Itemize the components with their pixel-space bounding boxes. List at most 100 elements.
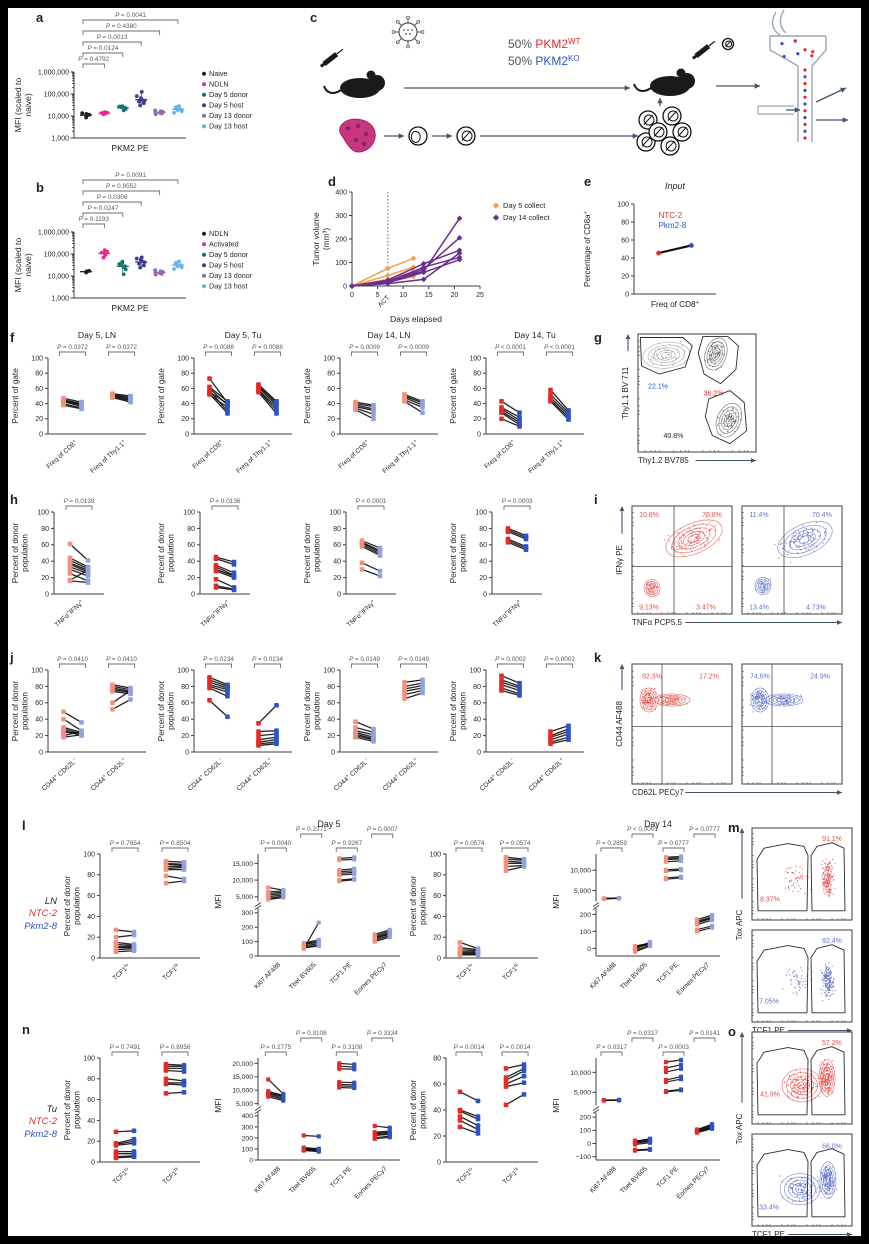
- svg-text:NDLN: NDLN: [209, 80, 229, 89]
- data-point: [506, 540, 511, 545]
- legend-swatch: [202, 274, 206, 278]
- panel-i: i 10.6%76.8%9.13%3.47%11.4%70.4%13.4%4.7…: [592, 490, 844, 648]
- data-point: [352, 1086, 356, 1090]
- svg-text:0: 0: [91, 1159, 95, 1166]
- svg-text:33.4%: 33.4%: [759, 1204, 779, 1211]
- svg-text:92.4%: 92.4%: [822, 938, 842, 945]
- pair-line: [666, 869, 681, 870]
- data-point: [476, 1117, 481, 1122]
- data-point: [128, 400, 133, 405]
- svg-text:20: 20: [327, 733, 335, 740]
- svg-text:MFI (scaled to: MFI (scaled to: [13, 238, 23, 293]
- svg-text:20: 20: [187, 575, 195, 582]
- svg-text:population: population: [313, 692, 322, 730]
- p-value: P = 0.0007: [367, 826, 398, 833]
- svg-text:CD44+ CD62L−: CD44+ CD62L−: [332, 757, 370, 793]
- data-point: [256, 743, 261, 748]
- svg-text:20: 20: [451, 292, 459, 299]
- svg-text:25: 25: [476, 292, 484, 299]
- data-point: [123, 264, 127, 268]
- data-point: [86, 558, 91, 563]
- data-point: [79, 407, 84, 412]
- svg-text:17.2%: 17.2%: [699, 673, 719, 680]
- svg-text:NDLN: NDLN: [209, 229, 229, 238]
- svg-text:TCF1hi: TCF1hi: [161, 1166, 182, 1186]
- p-value: P = 0.0041: [115, 12, 146, 19]
- pair-line: [116, 949, 134, 950]
- pair-line: [635, 1150, 650, 1151]
- data-point: [458, 1118, 463, 1123]
- data-point: [679, 1077, 683, 1081]
- data-point: [86, 580, 91, 585]
- pkm28-label: Pkm2-8: [8, 1129, 57, 1141]
- p-value: P = 0.0013: [97, 34, 128, 41]
- svg-text:80: 80: [327, 371, 335, 378]
- svg-text:TCF1hi: TCF1hi: [501, 962, 522, 982]
- svg-text:40: 40: [181, 401, 189, 408]
- pair-line: [339, 857, 354, 858]
- p-value: P = 0.0040: [260, 840, 291, 847]
- svg-text:0: 0: [477, 749, 481, 756]
- data-point: [402, 692, 407, 697]
- data-point: [317, 921, 321, 925]
- svg-text:1,000,000: 1,000,000: [38, 229, 69, 236]
- svg-text:0: 0: [39, 749, 43, 756]
- pair-line: [166, 1092, 184, 1093]
- svg-text:naive): naive): [23, 253, 33, 277]
- flow-cytometer-icon: [758, 10, 826, 142]
- data-point: [256, 390, 261, 395]
- pair-line: [666, 1065, 681, 1068]
- pvalue-bracket: [401, 352, 427, 356]
- data-point: [524, 547, 529, 552]
- data-point: [337, 1085, 341, 1089]
- pvalue-bracket: [255, 352, 281, 356]
- data-point: [517, 424, 522, 429]
- svg-text:15: 15: [425, 292, 433, 299]
- data-point: [710, 916, 714, 920]
- svg-text:Freq of CD8+: Freq of CD8+: [483, 439, 517, 471]
- svg-text:0: 0: [350, 292, 354, 299]
- data-point: [337, 879, 341, 883]
- legend-swatch: [202, 284, 206, 288]
- data-point: [164, 1082, 169, 1087]
- data-point: [420, 410, 425, 415]
- svg-text:Percent of donor: Percent of donor: [409, 1079, 418, 1140]
- pvalue-bracket: [83, 64, 104, 68]
- svg-text:100: 100: [329, 509, 341, 516]
- svg-text:20: 20: [35, 416, 43, 423]
- data-point: [371, 739, 376, 744]
- legend-swatch: [202, 124, 206, 128]
- pvalue-bracket: [456, 1052, 482, 1056]
- p-value: P = 0.0317: [596, 1044, 627, 1051]
- p-value: P = 0.0141: [689, 1030, 720, 1037]
- data-point: [378, 569, 383, 574]
- data-point: [114, 1130, 119, 1135]
- data-point: [337, 1067, 341, 1071]
- svg-text:naive): naive): [23, 93, 33, 117]
- pair-line: [460, 1092, 478, 1101]
- svg-text:PKM2 PE: PKM2 PE: [111, 303, 149, 313]
- svg-text:Percent of donor: Percent of donor: [11, 522, 20, 583]
- panel-label-o: o: [728, 1024, 736, 1039]
- svg-text:100: 100: [475, 509, 487, 516]
- pvalue-bracket: [663, 1052, 684, 1056]
- pair-line: [70, 544, 88, 560]
- data-point: [79, 720, 84, 725]
- svg-text:Thy1.2 BV785: Thy1.2 BV785: [638, 456, 689, 465]
